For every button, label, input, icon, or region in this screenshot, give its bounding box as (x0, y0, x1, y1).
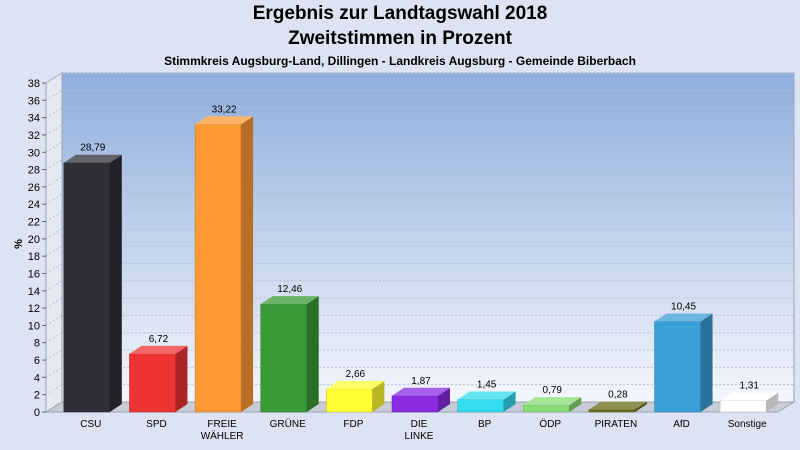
bar-side (766, 392, 779, 412)
bar-front (654, 321, 701, 413)
value-label: 1,31 (739, 381, 759, 392)
y-tick-label: 16 (28, 268, 40, 280)
value-label: 12,46 (277, 284, 302, 295)
category-label: GRÜNE (270, 418, 306, 430)
y-tick-label: 36 (28, 95, 40, 107)
chart-region-subtitle: Stimmkreis Augsburg-Land, Dillingen - La… (164, 54, 636, 68)
bar-side (438, 387, 450, 412)
bar-side (700, 313, 713, 412)
y-tick-label: 18 (28, 251, 40, 263)
bar-top (588, 401, 647, 410)
y-axis-label: % (13, 239, 25, 249)
category-label: FREIE (207, 419, 237, 430)
bar-bp (457, 391, 516, 413)
bar-side (372, 380, 385, 412)
y-tick-label: 14 (28, 286, 40, 298)
bar-front (588, 409, 636, 413)
y-tick-label: 22 (28, 217, 40, 229)
y-tick-label: 12 (28, 303, 40, 315)
bar-side (241, 116, 254, 412)
value-label: 0,79 (543, 385, 563, 396)
bar-front (523, 404, 570, 413)
bar-side (634, 401, 647, 412)
bar-ödp (523, 397, 582, 413)
bar-front (457, 399, 504, 413)
category-label: BP (478, 419, 492, 430)
bar-side (306, 296, 319, 412)
y-tick-label: 20 (28, 234, 40, 246)
y-tick-label: 2 (34, 390, 40, 402)
bar-top (654, 313, 713, 322)
y-tick-label: 28 (28, 165, 40, 177)
bar-die (391, 387, 450, 413)
y-tick-label: 10 (28, 320, 40, 332)
value-label: 33,22 (212, 104, 237, 115)
category-label-line2: LINKE (405, 431, 434, 442)
bar-top (720, 392, 779, 401)
y-tick-label: 30 (28, 147, 40, 159)
bar-freie (194, 116, 254, 413)
plot-side-wall (45, 72, 63, 413)
value-label: 2,66 (346, 369, 366, 380)
value-label: 10,45 (671, 302, 696, 313)
bar-afd (654, 313, 713, 413)
category-label: AfD (673, 419, 690, 430)
bar-top (392, 387, 450, 396)
y-tick-label: 38 (28, 78, 40, 90)
bar-front (63, 162, 111, 413)
bar-front (719, 400, 767, 413)
y-tick-label: 32 (28, 130, 40, 142)
value-label: 6,72 (149, 334, 169, 345)
bar-side (503, 391, 516, 412)
y-tick-label: 4 (34, 372, 40, 384)
bar-front (326, 388, 373, 413)
bar-csu (63, 154, 122, 413)
category-label: ÖDP (539, 418, 561, 430)
bar-front (260, 303, 307, 413)
value-label: 28,79 (80, 143, 105, 154)
y-tick-label: 0 (34, 407, 40, 419)
bar-front (391, 395, 439, 413)
bar-piraten (588, 401, 647, 413)
chart-title: Ergebnis zur Landtagswahl 2018 (252, 3, 548, 24)
bar-front (129, 353, 176, 413)
bar-side (175, 345, 188, 412)
y-tick-label: 34 (28, 113, 40, 125)
chart-subtitle: Zweitstimmen in Prozent (288, 28, 512, 49)
value-label: 0,28 (608, 390, 628, 401)
category-label: PIRATEN (595, 419, 638, 430)
bar-side (569, 397, 582, 412)
category-label: SPD (146, 419, 167, 430)
bar-top (129, 345, 188, 354)
bar-top (195, 116, 254, 125)
category-label: Sonstige (728, 419, 767, 430)
y-tick-label: 6 (34, 355, 40, 367)
bar-top (63, 154, 122, 163)
category-label: DIE (411, 419, 428, 430)
bar-front (194, 124, 242, 413)
bar-top (326, 380, 385, 389)
category-label: CSU (80, 419, 101, 430)
y-tick-label: 8 (34, 338, 40, 350)
y-tick-label: 24 (28, 199, 40, 211)
category-label-line2: WÄHLER (201, 430, 244, 442)
bar-spd (129, 345, 188, 413)
category-label: FDP (343, 419, 363, 430)
bar-side (109, 154, 122, 413)
bar-sonstige (719, 392, 779, 413)
value-label: 1,45 (477, 379, 497, 390)
bar-top (260, 296, 319, 305)
bar-grüne (260, 296, 319, 413)
value-label: 1,87 (411, 376, 431, 387)
bar-top (523, 397, 582, 406)
bar-top (457, 391, 516, 400)
bar-fdp (326, 380, 385, 413)
y-tick-label: 26 (28, 182, 40, 194)
